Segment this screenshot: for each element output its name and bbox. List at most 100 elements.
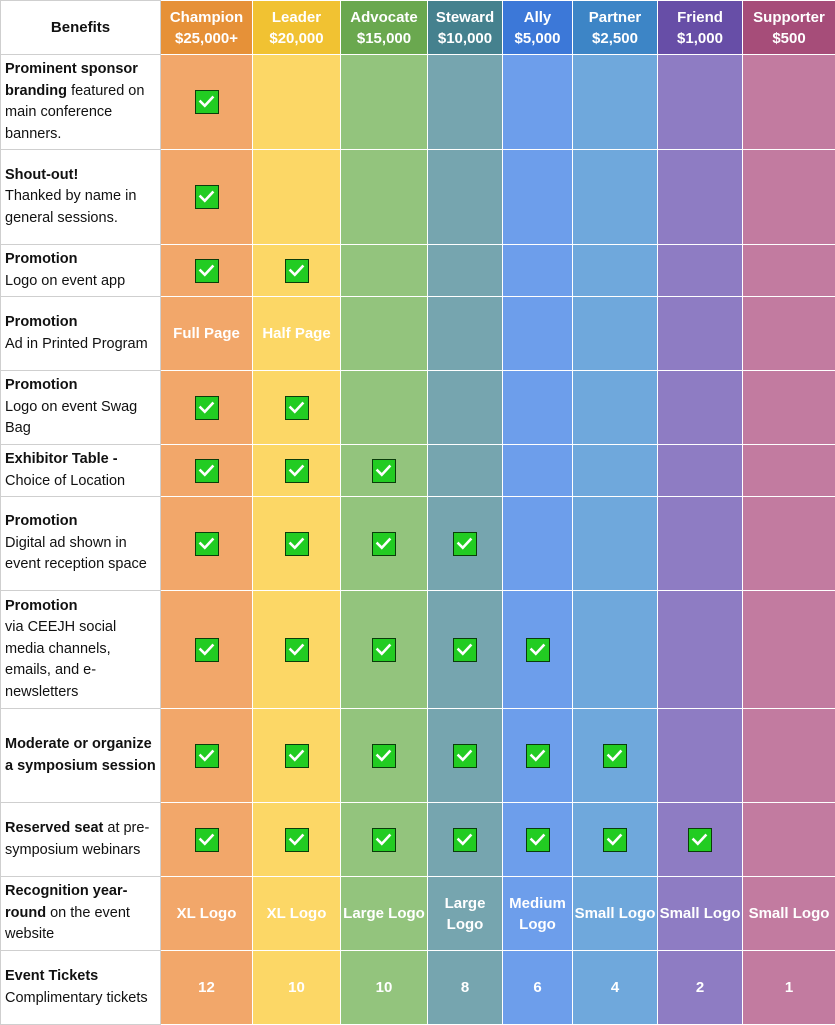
cell-leader [253, 591, 341, 709]
checkbox-checked-icon [372, 532, 396, 556]
cell-advocate [341, 371, 428, 445]
cell-champion [161, 709, 253, 803]
cell-steward [428, 150, 503, 245]
cell-champion [161, 55, 253, 150]
benefit-title: Promotion [5, 598, 78, 614]
cell-value: XL Logo [267, 905, 327, 922]
benefit-description: Moderate or organize a symposium session [1, 709, 161, 803]
benefit-description: Promotion via CEEJH social media channels… [1, 591, 161, 709]
cell-ally [503, 803, 573, 877]
cell-friend [658, 497, 743, 591]
cell-supporter [743, 803, 835, 877]
cell-steward [428, 445, 503, 497]
cell-advocate [341, 55, 428, 150]
cell-champion: Full Page [161, 297, 253, 371]
checkbox-checked-icon [688, 828, 712, 852]
cell-ally [503, 150, 573, 245]
cell-champion [161, 497, 253, 591]
tier-price: $2,500 [573, 28, 657, 49]
benefit-detail: via CEEJH social media channels, emails,… [5, 617, 156, 703]
benefit-description: Recognition year-round on the event webs… [1, 877, 161, 951]
benefit-row: Reserved seat at pre-symposium webinars [1, 803, 835, 877]
benefit-title: Reserved seat [5, 820, 103, 836]
cell-advocate [341, 803, 428, 877]
cell-ally [503, 445, 573, 497]
tier-name: Champion [161, 7, 252, 28]
cell-advocate [341, 245, 428, 297]
cell-partner [573, 709, 658, 803]
cell-friend: 2 [658, 951, 743, 1025]
checkbox-checked-icon [526, 828, 550, 852]
cell-steward [428, 497, 503, 591]
cell-partner [573, 445, 658, 497]
cell-leader [253, 55, 341, 150]
cell-friend [658, 55, 743, 150]
cell-steward: 8 [428, 951, 503, 1025]
cell-value: 6 [533, 979, 541, 996]
checkbox-checked-icon [195, 259, 219, 283]
cell-friend [658, 245, 743, 297]
cell-friend [658, 445, 743, 497]
cell-partner [573, 297, 658, 371]
cell-friend [658, 803, 743, 877]
cell-leader [253, 803, 341, 877]
cell-value: 10 [288, 979, 305, 996]
tier-price: $1,000 [658, 28, 742, 49]
cell-ally: 6 [503, 951, 573, 1025]
checkbox-checked-icon [195, 638, 219, 662]
cell-advocate: Large Logo [341, 877, 428, 951]
tier-name: Advocate [341, 7, 427, 28]
benefit-detail: Choice of Location [5, 471, 156, 493]
benefit-title: Shout-out! [5, 167, 78, 183]
cell-supporter [743, 297, 835, 371]
cell-value: 1 [785, 979, 793, 996]
cell-supporter [743, 150, 835, 245]
cell-steward [428, 297, 503, 371]
benefit-row: Exhibitor Table -Choice of Location [1, 445, 835, 497]
cell-leader [253, 709, 341, 803]
tier-name: Friend [658, 7, 742, 28]
cell-friend [658, 591, 743, 709]
checkbox-checked-icon [285, 532, 309, 556]
benefit-description: Promotion Logo on event app [1, 245, 161, 297]
cell-champion [161, 803, 253, 877]
benefit-detail: Logo on event app [5, 271, 156, 293]
cell-supporter [743, 497, 835, 591]
benefit-title: Event Tickets [5, 968, 98, 984]
checkbox-checked-icon [195, 459, 219, 483]
cell-advocate [341, 445, 428, 497]
cell-ally [503, 371, 573, 445]
benefit-title: Promotion [5, 314, 78, 330]
cell-ally [503, 591, 573, 709]
cell-value: 12 [198, 979, 215, 996]
tier-price: $5,000 [503, 28, 572, 49]
benefit-detail: Digital ad shown in event reception spac… [5, 533, 156, 576]
benefit-title: Moderate or organize a symposium session [5, 736, 156, 774]
cell-advocate: 10 [341, 951, 428, 1025]
cell-supporter [743, 445, 835, 497]
cell-partner [573, 55, 658, 150]
tier-price: $15,000 [341, 28, 427, 49]
cell-champion [161, 150, 253, 245]
cell-value: 10 [376, 979, 393, 996]
cell-value: Half Page [262, 325, 330, 342]
cell-value: 8 [461, 979, 469, 996]
benefit-title: Promotion [5, 251, 78, 267]
checkbox-checked-icon [526, 744, 550, 768]
cell-ally [503, 497, 573, 591]
cell-friend [658, 709, 743, 803]
checkbox-checked-icon [372, 638, 396, 662]
cell-partner [573, 803, 658, 877]
cell-steward [428, 245, 503, 297]
checkbox-checked-icon [195, 532, 219, 556]
cell-partner: 4 [573, 951, 658, 1025]
cell-partner [573, 371, 658, 445]
benefit-row: Shout-out!Thanked by name in general ses… [1, 150, 835, 245]
checkbox-checked-icon [372, 459, 396, 483]
checkbox-checked-icon [285, 459, 309, 483]
